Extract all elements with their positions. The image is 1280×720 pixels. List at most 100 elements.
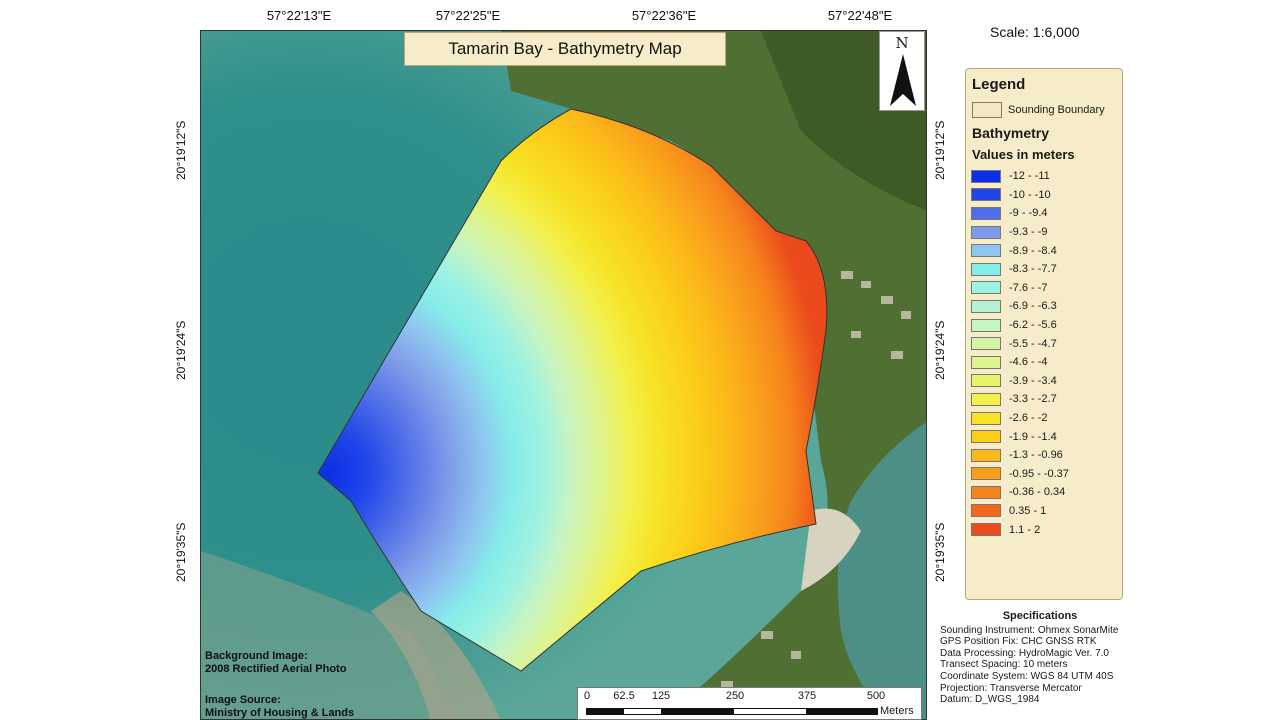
- source-note-line: Ministry of Housing & Lands: [205, 707, 355, 719]
- scale-label: 375: [797, 690, 817, 702]
- legend-boundary-entry: Sounding Boundary: [972, 102, 1105, 118]
- legend-class-list: -12 - -11 -10 - -10 -9 - -9.4 -9.3 - -9 -8.9…: [971, 167, 1069, 539]
- bathymetry-surface: [317, 108, 828, 672]
- spec-line: Datum: D_WGS_1984: [940, 694, 1040, 706]
- spec-line: Coordinate System: WGS 84 UTM 40S: [940, 670, 1114, 682]
- legend-class-label: 0.35 - 1: [1009, 504, 1047, 517]
- map-title: Tamarin Bay - Bathymetry Map: [404, 32, 726, 66]
- legend-swatch: [971, 485, 1001, 499]
- legend-class-label: -1.3 - -0.96: [1009, 449, 1063, 462]
- boundary-label: Sounding Boundary: [1008, 104, 1105, 116]
- latitude-tick-label: 20°19'24"S: [174, 320, 188, 380]
- legend-class-entry: -3.9 - -3.4: [971, 372, 1069, 391]
- north-letter: N: [895, 34, 909, 52]
- legend-swatch: [971, 523, 1001, 537]
- map-legend: Legend Sounding Boundary Bathymetry Valu…: [965, 68, 1123, 600]
- legend-class-entry: -9 - -9.4: [971, 204, 1069, 223]
- legend-class-entry: -10 - -10: [971, 186, 1069, 205]
- scale-label: 62.5: [613, 690, 635, 702]
- legend-swatch: [971, 318, 1001, 332]
- legend-class-label: -2.6 - -2: [1009, 412, 1048, 425]
- legend-class-entry: -8.9 - -8.4: [971, 241, 1069, 260]
- legend-swatch: [971, 337, 1001, 351]
- bathymetry-title: Bathymetry: [972, 125, 1050, 141]
- legend-swatch: [971, 392, 1001, 406]
- legend-class-label: -0.95 - -0.37: [1009, 467, 1069, 480]
- legend-class-label: -3.9 - -3.4: [1009, 374, 1057, 387]
- legend-swatch: [971, 262, 1001, 276]
- legend-class-entry: -1.9 - -1.4: [971, 427, 1069, 446]
- scale-segment: [587, 709, 624, 714]
- spec-line: Sounding Instrument: Ohmex SonarMite: [940, 624, 1119, 636]
- longitude-tick-label: 57°22'13"E: [266, 8, 332, 23]
- scale-segment: [806, 709, 877, 714]
- spec-line: GPS Position Fix: CHC GNSS RTK: [940, 636, 1097, 648]
- background-note-line: Background Image:: [205, 650, 308, 662]
- legend-swatch: [971, 355, 1001, 369]
- legend-swatch: [971, 374, 1001, 388]
- legend-swatch: [971, 206, 1001, 220]
- legend-swatch: [971, 281, 1001, 295]
- spec-line: Transect Spacing: 10 meters: [940, 659, 1068, 671]
- scale-segment: [624, 709, 661, 714]
- latitude-tick-label: 20°19'35"S: [933, 522, 947, 582]
- legend-class-entry: -0.95 - -0.37: [971, 465, 1069, 484]
- legend-swatch: [971, 225, 1001, 239]
- reef-area: [201, 551, 460, 719]
- legend-swatch: [971, 188, 1001, 202]
- scale-segment: [661, 709, 734, 714]
- boundary-swatch: [972, 102, 1002, 118]
- scale-bar-graphic: [586, 708, 878, 715]
- spec-line: Projection: Transverse Mercator: [940, 682, 1082, 694]
- legend-swatch: [971, 430, 1001, 444]
- legend-class-entry: -8.3 - -7.7: [971, 260, 1069, 279]
- image-source-note: Image Source: Ministry of Housing & Land…: [205, 694, 354, 720]
- north-arrow-icon: [890, 54, 916, 106]
- legend-class-label: -6.9 - -6.3: [1009, 300, 1057, 313]
- sand-area: [371, 591, 501, 719]
- legend-class-label: -8.9 - -8.4: [1009, 244, 1057, 257]
- scale-label: 125: [651, 690, 671, 702]
- legend-class-label: -0.36 - 0.34: [1009, 486, 1066, 499]
- scale-label: 250: [725, 690, 745, 702]
- scale-bar: 0 62.5 125 250 375 500 Meters: [577, 687, 922, 720]
- map-canvas[interactable]: [200, 30, 927, 720]
- legend-class-label: -1.9 - -1.4: [1009, 430, 1057, 443]
- river-area: [837, 422, 926, 719]
- latitude-tick-label: 20°19'12"S: [933, 120, 947, 180]
- legend-class-entry: -1.3 - -0.96: [971, 446, 1069, 465]
- legend-class-entry: -2.6 - -2: [971, 409, 1069, 428]
- map-graphic: [201, 31, 926, 719]
- longitude-tick-label: 57°22'48"E: [827, 8, 893, 23]
- longitude-tick-label: 57°22'36"E: [631, 8, 697, 23]
- legend-swatch: [971, 169, 1001, 183]
- legend-swatch: [971, 244, 1001, 258]
- legend-class-entry: -9.3 - -9: [971, 223, 1069, 242]
- legend-swatch: [971, 411, 1001, 425]
- legend-swatch: [971, 448, 1001, 462]
- legend-class-label: -4.6 - -4: [1009, 356, 1048, 369]
- specifications-title: Specifications: [1002, 610, 1078, 622]
- legend-class-label: -5.5 - -4.7: [1009, 337, 1057, 350]
- scale-unit: Meters: [880, 705, 914, 717]
- legend-class-label: -12 - -11: [1009, 170, 1050, 183]
- legend-class-entry: 0.35 - 1: [971, 502, 1069, 521]
- legend-class-label: -8.3 - -7.7: [1009, 263, 1057, 276]
- background-note-line: 2008 Rectified Aerial Photo: [205, 663, 347, 675]
- legend-class-label: -6.2 - -5.6: [1009, 319, 1057, 332]
- legend-swatch: [971, 299, 1001, 313]
- spec-line: Data Processing: HydroMagic Ver. 7.0: [940, 647, 1109, 659]
- legend-class-entry: -3.3 - -2.7: [971, 390, 1069, 409]
- longitude-tick-label: 57°22'25"E: [435, 8, 501, 23]
- legend-class-label: 1.1 - 2: [1009, 523, 1041, 536]
- values-title: Values in meters: [972, 147, 1075, 162]
- legend-class-label: -10 - -10: [1009, 188, 1051, 201]
- scale-label: 0: [583, 690, 591, 702]
- legend-class-label: -9 - -9.4: [1009, 207, 1048, 220]
- legend-class-entry: -7.6 - -7: [971, 279, 1069, 298]
- legend-title: Legend: [972, 76, 1026, 93]
- beach-area: [801, 508, 861, 591]
- legend-class-label: -3.3 - -2.7: [1009, 393, 1057, 406]
- legend-class-entry: -4.6 - -4: [971, 353, 1069, 372]
- legend-class-entry: -0.36 - 0.34: [971, 483, 1069, 502]
